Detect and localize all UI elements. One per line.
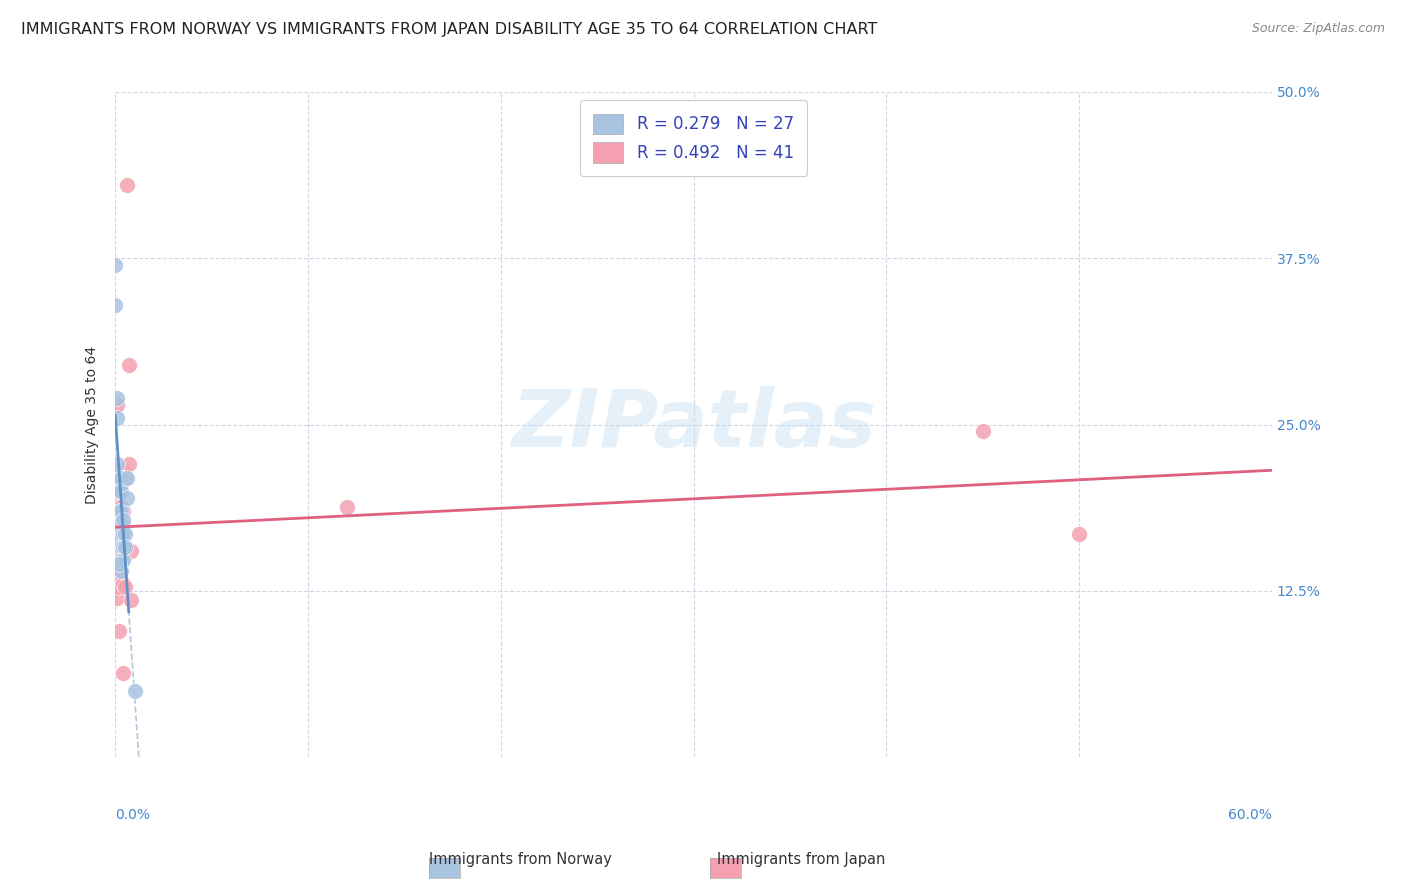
Text: 60.0%: 60.0%: [1227, 808, 1272, 822]
Point: [105, 540, 128, 554]
Point: [108, 526, 131, 541]
Point: [108, 558, 131, 572]
Point: [108, 624, 131, 638]
Point: [115, 471, 138, 485]
Point: [118, 358, 141, 372]
Point: [111, 513, 134, 527]
Point: [114, 540, 136, 554]
Point: [110, 471, 132, 485]
Point: [972, 424, 994, 438]
Point: [105, 391, 128, 405]
Text: 0.0%: 0.0%: [115, 808, 150, 822]
Point: [108, 580, 131, 594]
Point: [108, 513, 131, 527]
Text: Immigrants from Norway: Immigrants from Norway: [429, 852, 612, 867]
Point: [108, 517, 131, 532]
Text: Immigrants from Japan: Immigrants from Japan: [717, 852, 886, 867]
Point: [110, 513, 132, 527]
Point: [111, 577, 134, 591]
Point: [124, 683, 146, 698]
Point: [104, 553, 127, 567]
Point: [108, 471, 131, 485]
Point: [105, 458, 128, 472]
Point: [110, 553, 132, 567]
Point: [105, 564, 128, 578]
Point: [118, 458, 141, 472]
Point: [114, 540, 136, 554]
Point: [108, 531, 131, 545]
Point: [110, 500, 132, 514]
Point: [104, 580, 127, 594]
Point: [111, 540, 134, 554]
Point: [110, 517, 132, 532]
Point: [104, 258, 127, 272]
Point: [105, 398, 128, 412]
Point: [120, 544, 142, 558]
Legend: R = 0.279   N = 27, R = 0.492   N = 41: R = 0.279 N = 27, R = 0.492 N = 41: [581, 100, 807, 176]
Point: [105, 553, 128, 567]
Point: [110, 504, 132, 518]
Point: [105, 526, 128, 541]
Point: [111, 464, 134, 478]
Point: [120, 593, 142, 607]
Point: [108, 500, 131, 514]
Point: [114, 580, 136, 594]
Point: [105, 591, 128, 605]
Point: [108, 504, 131, 518]
Point: [108, 544, 131, 558]
Text: IMMIGRANTS FROM NORWAY VS IMMIGRANTS FROM JAPAN DISABILITY AGE 35 TO 64 CORRELAT: IMMIGRANTS FROM NORWAY VS IMMIGRANTS FRO…: [21, 22, 877, 37]
Point: [105, 577, 128, 591]
Point: [104, 566, 127, 581]
Point: [111, 540, 134, 554]
Point: [336, 500, 359, 514]
Point: [105, 411, 128, 425]
Point: [114, 526, 136, 541]
Point: [111, 666, 134, 681]
Point: [111, 526, 134, 541]
Point: [115, 491, 138, 505]
Point: [110, 564, 132, 578]
Point: [110, 544, 132, 558]
Point: [1069, 526, 1091, 541]
Point: [108, 487, 131, 501]
Point: [110, 540, 132, 554]
Point: [108, 484, 131, 499]
Point: [114, 471, 136, 485]
Point: [110, 526, 132, 541]
Point: [111, 553, 134, 567]
Point: [104, 298, 127, 312]
Text: ZIPatlas: ZIPatlas: [512, 385, 876, 464]
Point: [115, 178, 138, 192]
Point: [105, 517, 128, 532]
Text: Source: ZipAtlas.com: Source: ZipAtlas.com: [1251, 22, 1385, 36]
Y-axis label: Disability Age 35 to 64: Disability Age 35 to 64: [86, 345, 100, 504]
Point: [111, 504, 134, 518]
Point: [110, 477, 132, 491]
Point: [110, 531, 132, 545]
Point: [111, 517, 134, 532]
Point: [110, 484, 132, 499]
